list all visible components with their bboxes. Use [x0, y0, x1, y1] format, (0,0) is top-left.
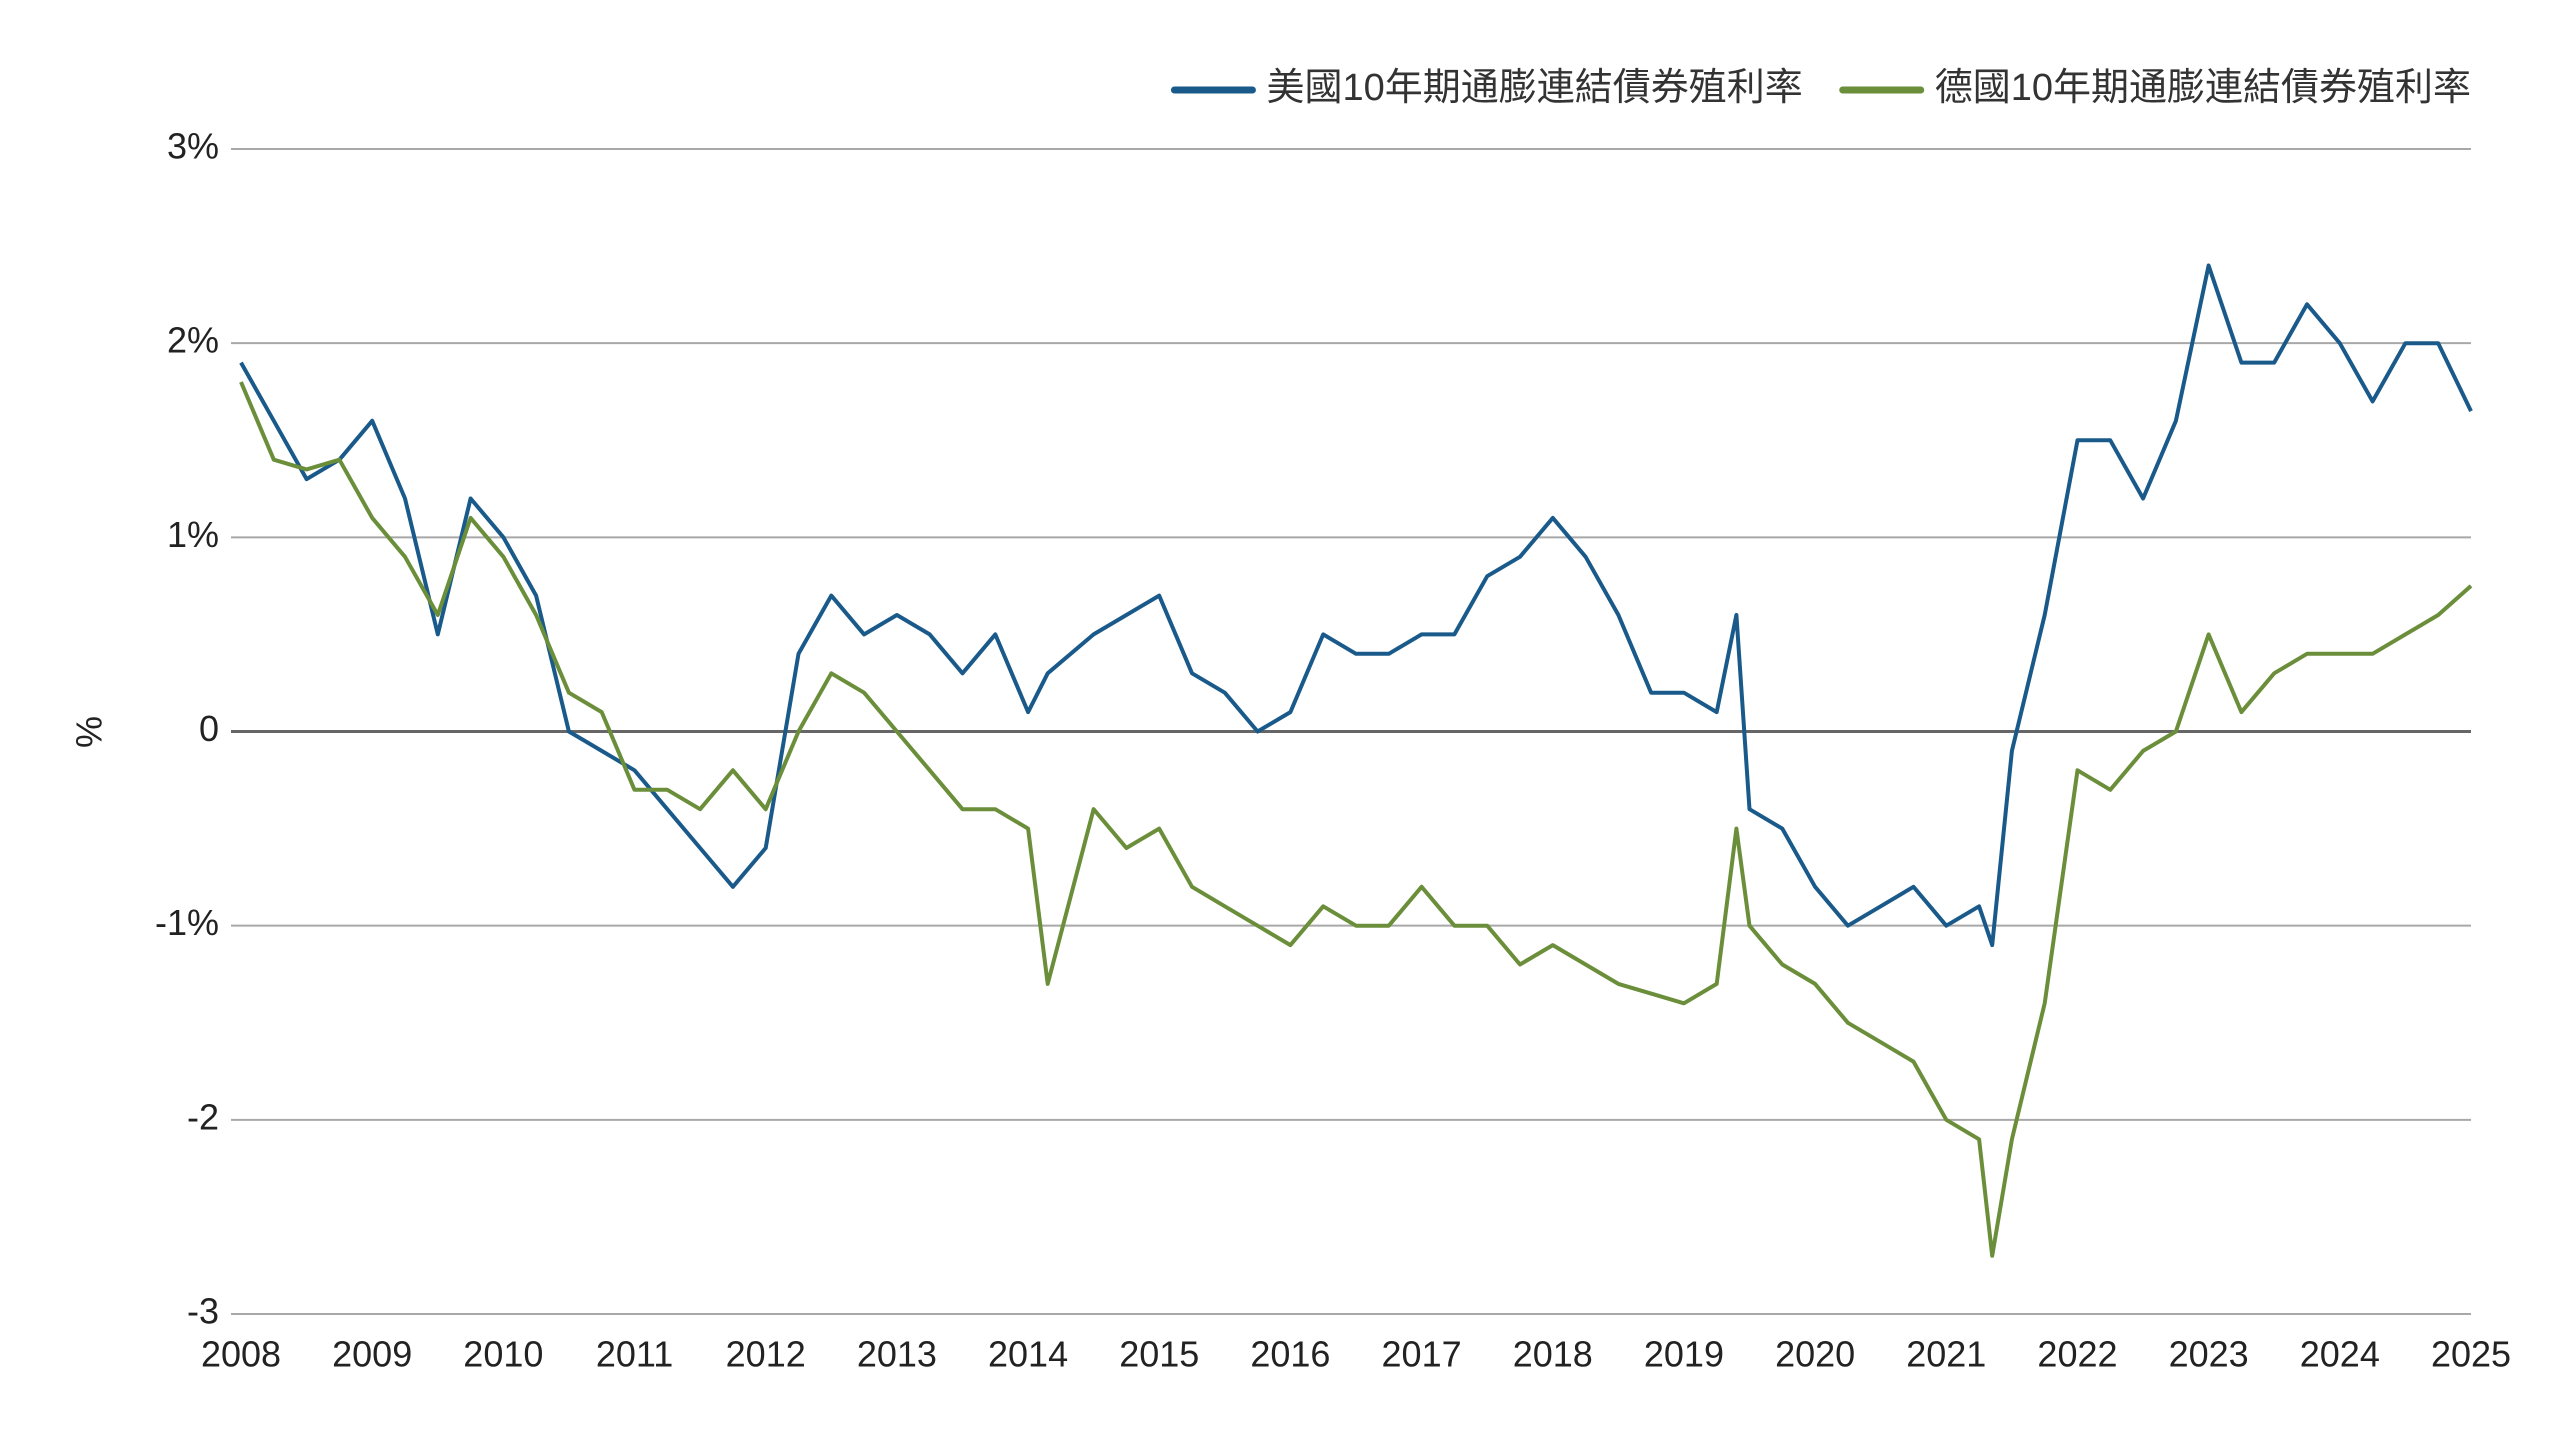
y-tick-label: -3 [187, 1291, 219, 1332]
x-tick-label: 2012 [726, 1334, 806, 1375]
x-tick-label: 2021 [1906, 1334, 1986, 1375]
x-tick-label: 2009 [332, 1334, 412, 1375]
x-tick-label: 2025 [2431, 1334, 2511, 1375]
legend-label: 美國10年期通膨連結債券殖利率 [1266, 67, 1802, 109]
y-tick-label: 1% [167, 514, 219, 555]
y-tick-label: -1% [155, 902, 219, 943]
line-series [239, 381, 2473, 1258]
x-tick-label: 2024 [2300, 1334, 2380, 1375]
x-tick-label: 2023 [2169, 1334, 2249, 1375]
x-tick-label: 2016 [1250, 1334, 1330, 1375]
line-series [239, 263, 2473, 948]
x-tick-label: 2010 [463, 1334, 543, 1375]
x-tick-label: 2019 [1644, 1334, 1724, 1375]
y-tick-label: 2% [167, 320, 219, 361]
y-tick-label: 3% [167, 126, 219, 167]
x-tick-label: 2017 [1382, 1334, 1462, 1375]
legend-label: 德國10年期通膨連結債券殖利率 [1935, 67, 2471, 109]
x-tick-label: 2022 [2037, 1334, 2117, 1375]
x-tick-label: 2020 [1775, 1334, 1855, 1375]
y-tick-label: 0 [199, 708, 219, 749]
x-tick-label: 2018 [1513, 1334, 1593, 1375]
x-tick-label: 2011 [596, 1334, 673, 1375]
x-tick-label: 2015 [1119, 1334, 1199, 1375]
x-tick-label: 2014 [988, 1334, 1068, 1375]
x-tick-label: 2008 [201, 1334, 281, 1375]
y-axis-label: % [69, 716, 110, 748]
y-tick-label: -2 [187, 1096, 219, 1137]
x-tick-label: 2013 [857, 1334, 937, 1375]
